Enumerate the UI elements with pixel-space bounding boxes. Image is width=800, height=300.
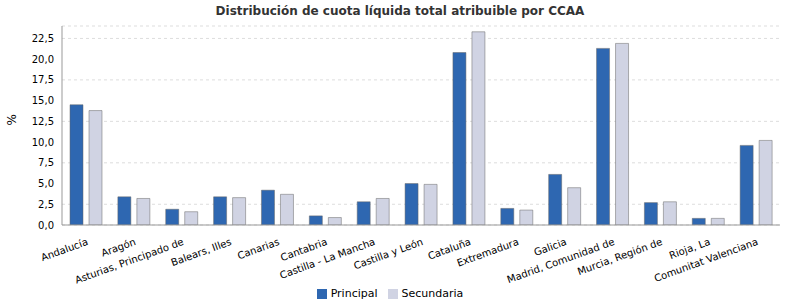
svg-text:Aragón: Aragón <box>99 236 138 259</box>
svg-text:5,0: 5,0 <box>38 178 54 189</box>
svg-text:Castilla - La Mancha: Castilla - La Mancha <box>278 236 377 281</box>
svg-text:Extremadura: Extremadura <box>455 236 520 269</box>
html-text:Distribución de cuota líquida: Distribución de cuota líquida total atri… <box>215 4 585 18</box>
svg-text:Comunitat Valenciana: Comunitat Valenciana <box>653 236 760 284</box>
svg-text:Castilla y León: Castilla y León <box>352 236 424 271</box>
svg-text:22,5: 22,5 <box>32 33 54 44</box>
svg-text:20,0: 20,0 <box>32 54 54 65</box>
svg-text:2,5: 2,5 <box>38 199 54 210</box>
svg-text:Madrid, Comunidad de: Madrid, Comunidad de <box>505 236 616 286</box>
svg-text:Andalucía: Andalucía <box>39 236 89 263</box>
svg-text:Murcia, Región de: Murcia, Región de <box>576 236 664 277</box>
html-text:Secundaria: Secundaria <box>401 287 464 300</box>
svg-text:Asturias, Principado de: Asturias, Principado de <box>73 236 185 286</box>
svg-text:Balears, Illes: Balears, Illes <box>169 236 233 268</box>
svg-text:15,0: 15,0 <box>32 95 54 106</box>
svg-text:0,0: 0,0 <box>38 220 54 231</box>
svg-text:17,5: 17,5 <box>32 74 54 85</box>
svg-text:Cantabria: Cantabria <box>279 236 329 264</box>
svg-text:10,0: 10,0 <box>32 137 54 148</box>
html-text:Principal: Principal <box>330 287 378 300</box>
svg-text:Cataluña: Cataluña <box>426 236 473 262</box>
svg-text:Galicia: Galicia <box>532 236 568 258</box>
svg-text:Rioja, La: Rioja, La <box>667 236 712 261</box>
svg-text:12,5: 12,5 <box>32 116 54 127</box>
svg-text:Canarias: Canarias <box>236 236 281 261</box>
svg-text:7,5: 7,5 <box>38 157 54 168</box>
svg-text:%: % <box>5 114 19 125</box>
